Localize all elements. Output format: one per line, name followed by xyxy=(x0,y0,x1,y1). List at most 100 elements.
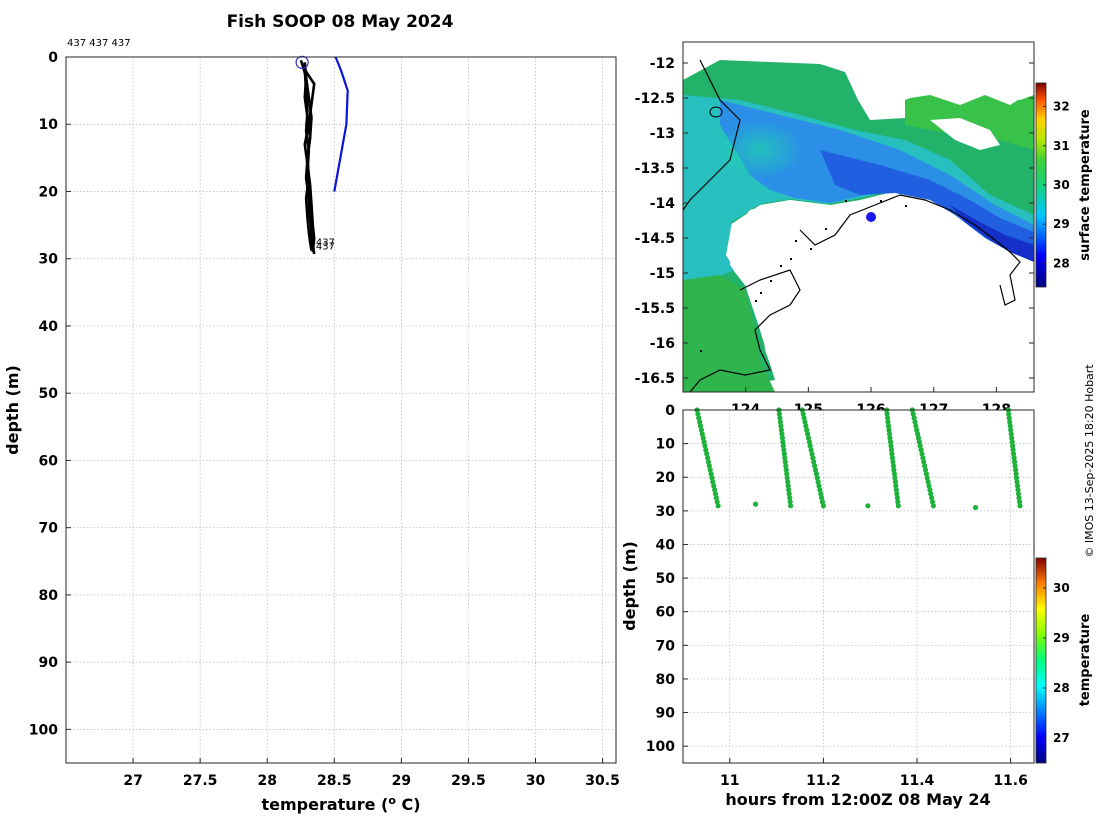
profile-axes-frame xyxy=(65,56,617,764)
depth-time-point xyxy=(927,487,933,493)
map-y-tick-label: -15.5 xyxy=(635,301,675,317)
depth-time-point xyxy=(1006,411,1012,417)
depth-time-point xyxy=(1014,479,1020,485)
depth-time-point xyxy=(752,501,759,507)
profile-line-profile-4 xyxy=(303,62,316,255)
depth-time-point xyxy=(698,427,705,433)
depth-time-y-tick-label: 50 xyxy=(656,571,676,587)
depth-time-point xyxy=(1014,483,1021,489)
depth-time-y-tick-label: 80 xyxy=(656,672,676,688)
depth-time-point xyxy=(710,479,716,485)
depth-time-point xyxy=(917,443,923,449)
depth-time-point xyxy=(812,463,818,469)
depth-time-point xyxy=(1016,499,1023,505)
depth-time-point xyxy=(910,411,916,417)
depth-time-point xyxy=(780,439,786,445)
depth-time-y-tick-label: 20 xyxy=(656,470,676,486)
map-y-tick-label: -15 xyxy=(650,266,675,282)
depth-time-point xyxy=(886,427,892,433)
depth-time-frame xyxy=(682,409,1035,764)
temperature-colorbar-ticks: 27 28 29 30 xyxy=(1043,581,1070,745)
depth-time-point xyxy=(787,499,793,505)
depth-time-point xyxy=(891,471,898,477)
profile-x-tick-label: 28.5 xyxy=(317,773,352,789)
profile-y-tick-label: 20 xyxy=(39,184,59,200)
depth-time-gridlines xyxy=(683,409,1034,763)
profile-y-tick-label: 90 xyxy=(39,655,59,671)
profile-end-label: 437 xyxy=(316,237,335,248)
profile-y-label: depth (m) xyxy=(3,365,22,455)
depth-time-point xyxy=(1011,451,1017,457)
depth-time-point xyxy=(1012,463,1018,469)
depth-time-point xyxy=(705,459,712,465)
depth-time-y-label: depth (m) xyxy=(620,541,639,631)
profile-x-ticks: 27 27.5 28 28.5 29 29.5 30 30.5 xyxy=(123,758,620,789)
depth-time-point xyxy=(786,487,792,493)
x-label-unit: C) xyxy=(396,795,421,814)
profile-x-tick-label: 29 xyxy=(392,773,411,789)
cast-id-note: 437 437 437 xyxy=(67,38,131,49)
profile-y-tick-label: 30 xyxy=(39,252,59,268)
depth-time-point xyxy=(865,503,871,509)
profile-y-tick-label: 0 xyxy=(48,50,58,66)
depth-time-point xyxy=(885,423,892,429)
depth-time-point xyxy=(912,419,918,425)
depth-time-point xyxy=(713,495,719,501)
depth-time-point xyxy=(806,439,813,445)
depth-time-point xyxy=(911,415,917,421)
depth-time-point xyxy=(784,475,790,481)
depth-time-y-tick-label: 30 xyxy=(656,504,676,520)
depth-time-point xyxy=(778,423,784,429)
depth-time-point xyxy=(1013,471,1019,477)
depth-time-point xyxy=(776,411,783,417)
depth-time-point xyxy=(893,487,899,493)
depth-time-point xyxy=(887,435,893,441)
depth-time-point xyxy=(812,467,819,473)
depth-time-point xyxy=(777,415,783,421)
depth-time-point xyxy=(803,423,809,429)
depth-time-point xyxy=(1015,487,1021,493)
depth-time-point xyxy=(807,443,813,449)
depth-time-y-tick-label: 90 xyxy=(656,706,676,722)
depth-time-point xyxy=(892,475,898,481)
profile-y-tick-label: 70 xyxy=(39,521,59,537)
depth-time-point xyxy=(888,443,894,449)
depth-time-point xyxy=(918,447,924,453)
depth-time-y-tick-label: 10 xyxy=(656,437,676,453)
depth-time-point xyxy=(928,491,934,497)
depth-time-point xyxy=(885,419,891,425)
depth-time-point xyxy=(1011,455,1017,461)
chart-title: Fish SOOP 08 May 2024 xyxy=(227,12,454,32)
degree-sup: o xyxy=(388,794,396,807)
depth-time-point xyxy=(777,419,784,425)
depth-time-point xyxy=(800,411,806,417)
depth-time-point xyxy=(711,483,717,489)
depth-time-point xyxy=(819,495,825,501)
depth-time-point xyxy=(811,459,817,465)
depth-time-x-ticks: 11 11.2 11.4 11.6 xyxy=(720,758,1028,789)
depth-time-y-tick-label: 100 xyxy=(646,739,675,755)
depth-time-point xyxy=(712,487,718,493)
profile-x-label: temperature (o C) xyxy=(261,794,420,814)
sst-colorbar-tick-label: 31 xyxy=(1053,139,1070,153)
depth-time-point xyxy=(704,451,710,457)
depth-time-point xyxy=(919,451,925,457)
sst-map-frame xyxy=(682,41,1035,393)
depth-time-point xyxy=(884,411,890,417)
depth-time-point xyxy=(890,459,896,465)
depth-time-point xyxy=(922,463,928,469)
depth-time-plot-area xyxy=(683,410,1034,763)
depth-time-point xyxy=(805,431,811,437)
depth-time-point xyxy=(924,475,930,481)
profile-x-tick-label: 27.5 xyxy=(183,773,218,789)
profile-x-tick-label: 30 xyxy=(526,773,546,789)
map-y-tick-label: -14 xyxy=(650,196,676,212)
sst-colorbar-label: surface temperature xyxy=(1078,109,1093,261)
depth-time-point xyxy=(887,439,894,445)
depth-time-x-label: hours from 12:00Z 08 May 24 xyxy=(725,790,990,809)
depth-time-point xyxy=(699,431,705,437)
depth-time-point xyxy=(930,503,937,509)
depth-time-point xyxy=(920,455,926,461)
